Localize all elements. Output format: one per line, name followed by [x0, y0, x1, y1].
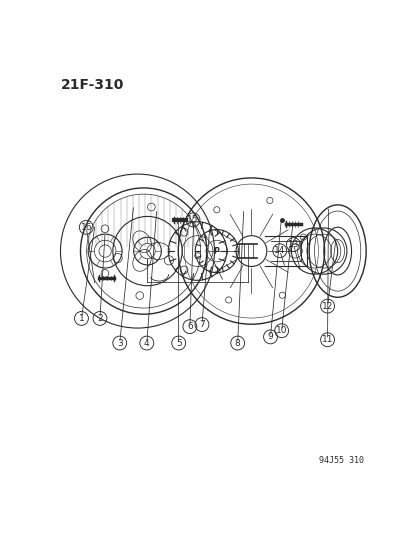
- Text: 2: 2: [97, 314, 102, 323]
- Text: 8: 8: [234, 338, 240, 348]
- Text: 13: 13: [287, 240, 299, 249]
- Text: 4: 4: [144, 338, 149, 348]
- Text: 5: 5: [176, 338, 181, 348]
- Text: 1: 1: [78, 314, 84, 323]
- Text: 21F-310: 21F-310: [60, 78, 123, 92]
- Text: 7: 7: [199, 320, 204, 329]
- Text: 3: 3: [116, 338, 122, 348]
- Text: 15: 15: [187, 215, 198, 224]
- Text: 16: 16: [80, 223, 92, 232]
- Text: 9: 9: [267, 333, 273, 341]
- Text: 12: 12: [321, 302, 332, 311]
- Text: 14: 14: [273, 246, 285, 255]
- Text: 11: 11: [321, 335, 332, 344]
- Text: P: P: [214, 247, 219, 255]
- Text: 94J55 310: 94J55 310: [318, 456, 363, 465]
- Text: 6: 6: [187, 322, 192, 331]
- Text: 10: 10: [275, 326, 287, 335]
